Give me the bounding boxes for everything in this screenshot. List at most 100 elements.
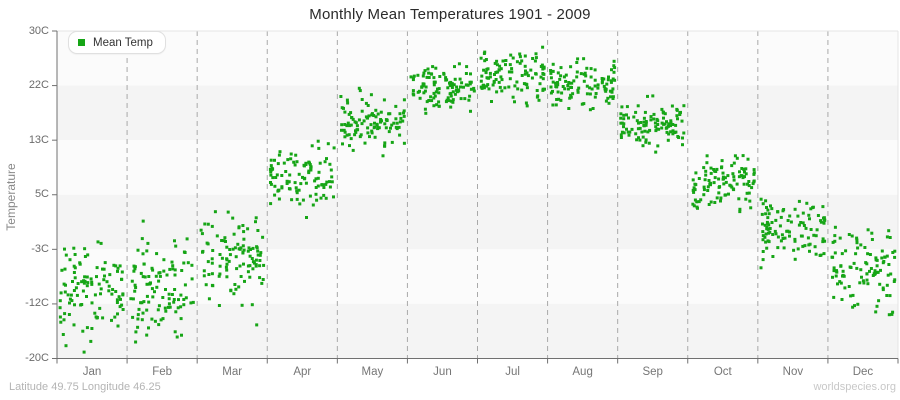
data-point	[202, 274, 206, 278]
data-point	[776, 235, 780, 239]
data-point	[373, 121, 376, 125]
data-point	[86, 281, 90, 285]
data-point	[290, 198, 294, 202]
data-point	[423, 89, 427, 93]
data-point	[412, 74, 416, 78]
data-point	[501, 59, 505, 63]
data-point	[844, 249, 848, 253]
data-point	[731, 172, 735, 176]
data-point	[653, 121, 657, 125]
data-point	[692, 190, 696, 194]
data-point	[666, 138, 670, 142]
data-point	[764, 199, 768, 203]
data-point	[541, 67, 545, 71]
data-point	[58, 315, 62, 319]
data-point	[322, 186, 326, 189]
data-point	[165, 273, 169, 277]
data-point	[364, 115, 368, 119]
data-point	[780, 233, 784, 237]
data-point	[840, 298, 844, 301]
data-point	[523, 72, 527, 76]
data-point	[865, 278, 869, 282]
data-point	[330, 180, 334, 184]
data-point	[182, 298, 186, 301]
data-point	[761, 234, 765, 238]
data-point	[764, 232, 768, 236]
data-point	[750, 186, 754, 190]
data-point	[210, 261, 214, 265]
data-point	[874, 310, 878, 314]
data-point	[307, 169, 311, 173]
data-point	[102, 278, 106, 282]
data-point	[259, 251, 263, 255]
data-point	[202, 269, 206, 273]
data-point	[611, 87, 615, 91]
data-point	[129, 297, 133, 301]
data-point	[238, 264, 242, 268]
data-point	[235, 267, 239, 271]
data-point	[357, 118, 361, 122]
data-point	[893, 249, 897, 253]
data-point	[812, 233, 816, 237]
data-point	[328, 162, 332, 166]
data-point	[115, 301, 119, 304]
data-point	[322, 193, 326, 197]
data-point	[243, 279, 246, 283]
data-point	[761, 230, 765, 234]
data-point	[713, 201, 717, 204]
data-point	[662, 111, 666, 115]
data-point	[669, 130, 673, 134]
data-point	[849, 294, 853, 298]
data-point	[797, 199, 801, 203]
data-point	[667, 122, 671, 126]
data-point	[764, 240, 768, 244]
data-point	[153, 290, 156, 294]
data-point	[773, 229, 777, 233]
data-point	[288, 187, 292, 191]
data-point	[814, 234, 818, 238]
data-point	[359, 133, 363, 137]
data-point	[398, 133, 402, 137]
data-point	[421, 74, 425, 78]
data-point	[89, 339, 93, 343]
data-point	[808, 242, 812, 246]
data-point	[225, 275, 229, 279]
data-point	[157, 279, 161, 283]
data-point	[771, 255, 775, 258]
data-point	[157, 304, 161, 308]
data-point	[141, 311, 145, 315]
data-point	[647, 141, 651, 145]
x-tick-label: Aug	[572, 366, 593, 378]
data-point	[199, 228, 203, 232]
data-point	[141, 219, 145, 223]
data-point	[855, 238, 859, 242]
data-point	[426, 67, 430, 71]
data-point	[464, 83, 468, 87]
data-point	[62, 318, 66, 322]
data-point	[63, 247, 66, 251]
data-point	[632, 115, 636, 119]
data-point	[841, 269, 845, 273]
data-point	[833, 225, 837, 229]
data-point	[741, 176, 745, 180]
data-point	[459, 97, 463, 101]
data-point	[656, 123, 660, 126]
data-point	[174, 244, 178, 248]
data-point	[840, 252, 844, 256]
data-point	[82, 281, 86, 285]
data-point	[438, 75, 442, 78]
data-point	[534, 52, 538, 56]
data-point	[625, 113, 628, 117]
data-point	[455, 85, 459, 89]
data-point	[120, 270, 124, 274]
data-point	[802, 224, 806, 227]
data-point	[205, 241, 209, 245]
data-point	[559, 66, 563, 70]
data-point	[717, 177, 721, 181]
data-point	[158, 274, 162, 278]
data-point	[190, 277, 194, 281]
data-point	[180, 333, 183, 337]
data-point	[744, 167, 748, 171]
data-point	[709, 171, 713, 175]
data-point	[237, 226, 241, 230]
